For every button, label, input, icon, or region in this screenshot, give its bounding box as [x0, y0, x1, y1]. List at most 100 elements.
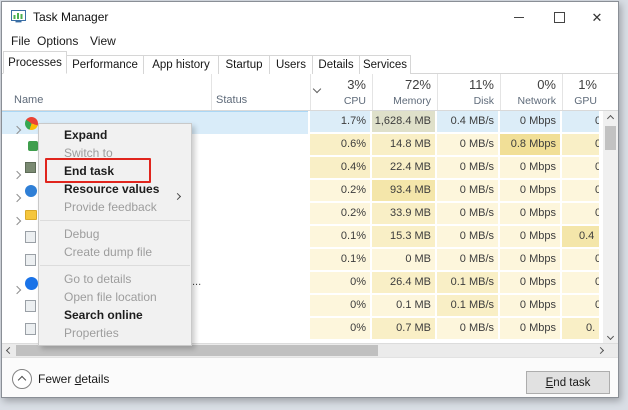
menu-item-end-task[interactable]: End task	[64, 164, 115, 178]
task-manager-window: Task Manager ✕ File Options View Process…	[1, 1, 619, 398]
column-header-gpu[interactable]: 1% GPU	[562, 74, 603, 110]
cpu-value-cell: 0%	[308, 318, 372, 341]
gray-green-app-icon	[25, 162, 36, 173]
net-value-cell: 0 Mbps	[498, 295, 562, 318]
menu-item-debug[interactable]: Debug	[64, 227, 100, 241]
menu-item-search-online[interactable]: Search online	[64, 308, 143, 322]
column-separator	[562, 74, 563, 110]
menu-item-provide-feedback[interactable]: Provide feedback	[64, 200, 157, 214]
menu-item-properties[interactable]: Properties	[64, 326, 119, 340]
tab-processes[interactable]: Processes	[3, 51, 67, 74]
menu-view[interactable]: View	[90, 34, 116, 48]
disk-value-cell: 0.4 MB/s	[435, 111, 500, 134]
tab-performance[interactable]: Performance	[66, 55, 144, 74]
net-value-cell: 0 Mbps	[498, 249, 562, 272]
menu-item-create-dump-file[interactable]: Create dump file	[64, 245, 153, 259]
table-header: Name Status 3% CPU 72% Memory 11% Disk 0…	[2, 74, 618, 111]
chevron-up-icon	[17, 375, 27, 385]
cpu-value-cell: 0%	[308, 272, 372, 295]
column-header-memory[interactable]: 72% Memory	[372, 74, 437, 110]
column-header-network[interactable]: 0% Network	[500, 74, 562, 110]
menu-file[interactable]: File	[11, 34, 31, 48]
scroll-right-button[interactable]	[593, 344, 607, 357]
net-value-cell: 0 Mbps	[498, 318, 562, 341]
blue-app-icon	[25, 185, 37, 197]
menu-separator	[40, 265, 190, 266]
tab-bar: Processes Performance App history Startu…	[2, 51, 618, 74]
minimize-button[interactable]	[498, 2, 540, 32]
mem-value-cell: 14.8 MB	[370, 134, 437, 157]
tab-details[interactable]: Details	[312, 55, 360, 74]
task-manager-icon	[11, 10, 26, 23]
mem-value-cell: 22.4 MB	[370, 157, 437, 180]
column-header-status[interactable]: Status	[216, 94, 248, 106]
disk-value-cell: 0 MB/s	[435, 157, 500, 180]
column-header-disk[interactable]: 11% Disk	[437, 74, 500, 110]
column-separator	[500, 74, 501, 110]
disk-label: Disk	[473, 95, 494, 107]
net-value-cell: 0 Mbps	[498, 203, 562, 226]
column-separator	[437, 74, 438, 110]
net-value-cell: 0 Mbps	[498, 180, 562, 203]
fewer-details-toggle[interactable]	[12, 369, 32, 389]
green-app-icon	[25, 139, 38, 151]
vertical-scrollbar-thumb[interactable]	[605, 126, 616, 150]
scroll-up-button[interactable]	[603, 111, 618, 125]
column-separator	[310, 74, 311, 110]
blue-circle-app-icon	[25, 277, 38, 290]
mem-value-cell: 0 MB	[370, 249, 437, 272]
tab-services[interactable]: Services	[359, 55, 411, 74]
menu-item-resource-values[interactable]: Resource values	[39, 180, 191, 201]
end-task-button[interactable]: End task	[526, 371, 610, 394]
scroll-down-button[interactable]	[603, 329, 618, 343]
column-header-cpu[interactable]: 3% CPU	[310, 74, 372, 110]
gpu-label: GPU	[574, 95, 597, 107]
mem-value-cell: 93.4 MB	[370, 180, 437, 203]
mem-value-cell: 33.9 MB	[370, 203, 437, 226]
yellow-folder-icon	[25, 208, 37, 220]
title-bar: Task Manager ✕	[2, 2, 618, 32]
cpu-value-cell: 0%	[308, 295, 372, 318]
menu-item-switch-to[interactable]: Switch to	[64, 146, 113, 160]
chevron-down-icon	[606, 332, 615, 340]
maximize-button[interactable]	[538, 2, 580, 32]
tab-startup[interactable]: Startup	[218, 55, 270, 74]
column-header-name[interactable]: Name	[14, 94, 44, 106]
menu-item-go-to-details[interactable]: Go to details	[64, 272, 132, 286]
fewer-details-label[interactable]: Fewer details	[38, 372, 110, 386]
net-value-cell: 0 Mbps	[498, 226, 562, 249]
menu-item-open-file-location[interactable]: Open file location	[64, 290, 157, 304]
net-value-cell: 0 Mbps	[498, 272, 562, 295]
gray-app-icon	[25, 254, 36, 266]
cpu-label: CPU	[343, 95, 366, 107]
horizontal-scrollbar[interactable]	[2, 343, 618, 357]
gpu-value-cell: 0	[560, 180, 599, 203]
gpu-value-cell: 0	[560, 111, 599, 134]
vertical-scrollbar[interactable]	[603, 111, 618, 343]
mem-value-cell: 0.7 MB	[370, 318, 437, 341]
menu-options[interactable]: Options	[37, 34, 79, 48]
net-value-cell: 0 Mbps	[498, 157, 562, 180]
memory-total-percent: 72%	[404, 77, 431, 92]
mem-value-cell: 15.3 MB	[370, 226, 437, 249]
disk-total-percent: 11%	[468, 77, 494, 92]
menu-separator	[40, 220, 190, 221]
menu-item-expand[interactable]: Expand	[64, 128, 108, 142]
horizontal-scrollbar-thumb[interactable]	[16, 345, 378, 356]
network-label: Network	[517, 95, 556, 107]
net-value-cell: 0 Mbps	[498, 111, 562, 134]
close-button[interactable]: ✕	[576, 2, 618, 32]
gpu-value-cell: 0.4	[560, 226, 599, 249]
mem-value-cell: 1,628.4 MB	[370, 111, 437, 134]
cpu-value-cell: 0.2%	[308, 180, 372, 203]
menu-bar: File Options View	[2, 32, 618, 51]
gpu-value-cell: 0.	[560, 318, 599, 341]
gpu-value-cell: 0	[560, 203, 599, 226]
gpu-value-cell: 0	[560, 157, 599, 180]
chevron-left-icon	[5, 346, 13, 355]
tab-users[interactable]: Users	[269, 55, 313, 74]
disk-value-cell: 0 MB/s	[435, 318, 500, 341]
tab-app-history[interactable]: App history	[143, 55, 219, 74]
scroll-left-button[interactable]	[2, 344, 16, 357]
